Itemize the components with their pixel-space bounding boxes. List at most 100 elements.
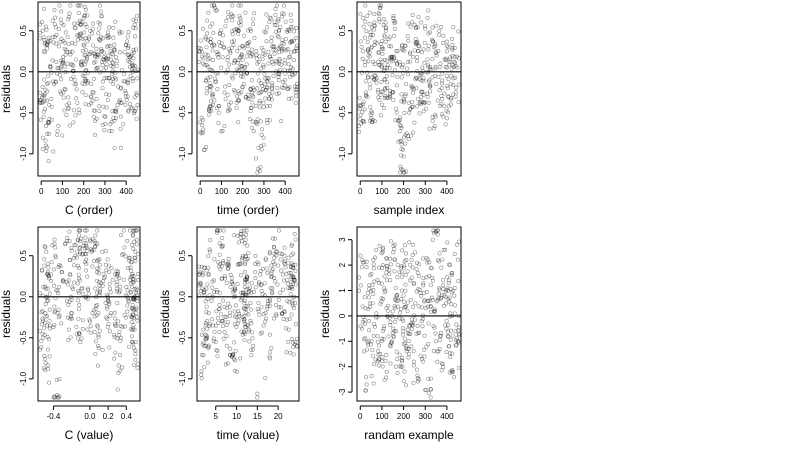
- data-point: [242, 280, 247, 285]
- data-point: [232, 27, 237, 32]
- data-point: [253, 276, 258, 281]
- data-point: [39, 345, 44, 350]
- data-point: [44, 149, 49, 154]
- data-point: [238, 16, 243, 21]
- data-point: [365, 40, 370, 45]
- data-point: [133, 348, 138, 353]
- data-point: [380, 359, 385, 364]
- data-point: [381, 286, 386, 291]
- data-point: [448, 337, 453, 342]
- data-point: [380, 245, 385, 250]
- data-point: [84, 55, 89, 60]
- data-point: [291, 251, 296, 256]
- data-point: [113, 19, 118, 24]
- data-point: [456, 366, 461, 371]
- data-point: [291, 274, 296, 279]
- data-point: [402, 336, 407, 341]
- data-point: [271, 244, 276, 249]
- data-point: [95, 259, 100, 264]
- data-point: [431, 324, 436, 329]
- data-point: [215, 49, 220, 54]
- data-point: [131, 297, 136, 302]
- data-point: [439, 265, 444, 270]
- data-point: [257, 54, 262, 59]
- data-point: [380, 263, 385, 268]
- data-point: [293, 262, 298, 267]
- data-point: [43, 361, 48, 366]
- data-point: [262, 281, 267, 286]
- data-point: [414, 367, 419, 372]
- data-point: [446, 334, 451, 339]
- data-point: [103, 249, 108, 254]
- data-point: [384, 375, 389, 380]
- data-point: [435, 297, 440, 302]
- data-point: [83, 101, 88, 106]
- data-point: [210, 43, 215, 48]
- data-point: [428, 309, 433, 314]
- data-point: [368, 104, 373, 109]
- data-point: [446, 104, 451, 109]
- data-point: [279, 311, 284, 316]
- data-point: [362, 260, 367, 265]
- data-point: [445, 286, 450, 291]
- data-point: [215, 228, 220, 233]
- data-point: [426, 376, 431, 381]
- data-point: [418, 72, 423, 77]
- data-point: [237, 91, 242, 96]
- data-point: [43, 245, 48, 250]
- data-point: [438, 296, 443, 301]
- data-point: [408, 24, 413, 29]
- data-point: [40, 318, 45, 323]
- data-point: [41, 109, 46, 114]
- y-axis-title: residuals: [158, 65, 172, 113]
- data-point: [217, 306, 222, 311]
- data-point: [219, 276, 224, 281]
- data-point: [129, 339, 134, 344]
- data-point: [131, 78, 136, 83]
- data-point: [99, 49, 104, 54]
- data-point: [42, 98, 47, 103]
- data-point: [421, 290, 426, 295]
- x-tick-label: 5: [214, 412, 219, 421]
- data-point: [445, 240, 450, 245]
- data-point: [68, 316, 73, 321]
- data-point: [384, 369, 389, 374]
- data-point: [230, 3, 235, 8]
- x-tick-label: 200: [397, 412, 411, 421]
- data-point: [251, 94, 256, 99]
- data-point: [67, 229, 72, 234]
- data-point: [253, 261, 258, 266]
- data-point: [270, 60, 275, 65]
- x-tick-label: 300: [98, 187, 112, 196]
- data-point: [413, 36, 418, 41]
- data-point: [208, 238, 213, 243]
- data-point: [381, 46, 386, 51]
- data-point: [267, 250, 272, 255]
- data-point: [244, 278, 249, 283]
- data-point: [41, 114, 46, 119]
- data-point: [198, 289, 203, 294]
- data-point: [254, 56, 259, 61]
- data-point: [90, 98, 95, 103]
- data-point: [259, 305, 264, 310]
- data-point: [274, 23, 279, 28]
- data-point: [286, 261, 291, 266]
- data-point: [246, 49, 251, 54]
- data-point: [96, 335, 101, 340]
- data-point: [394, 349, 399, 354]
- data-point: [103, 262, 108, 267]
- data-point: [382, 34, 387, 39]
- data-point: [390, 309, 395, 314]
- data-point: [397, 123, 402, 128]
- data-point: [424, 255, 429, 260]
- data-point: [384, 74, 389, 79]
- data-point: [228, 285, 233, 290]
- data-point: [249, 321, 254, 326]
- data-point: [412, 317, 417, 322]
- data-point: [258, 268, 263, 273]
- data-point: [455, 257, 460, 262]
- data-point: [97, 289, 102, 294]
- data-point: [80, 36, 85, 41]
- data-point: [383, 39, 388, 44]
